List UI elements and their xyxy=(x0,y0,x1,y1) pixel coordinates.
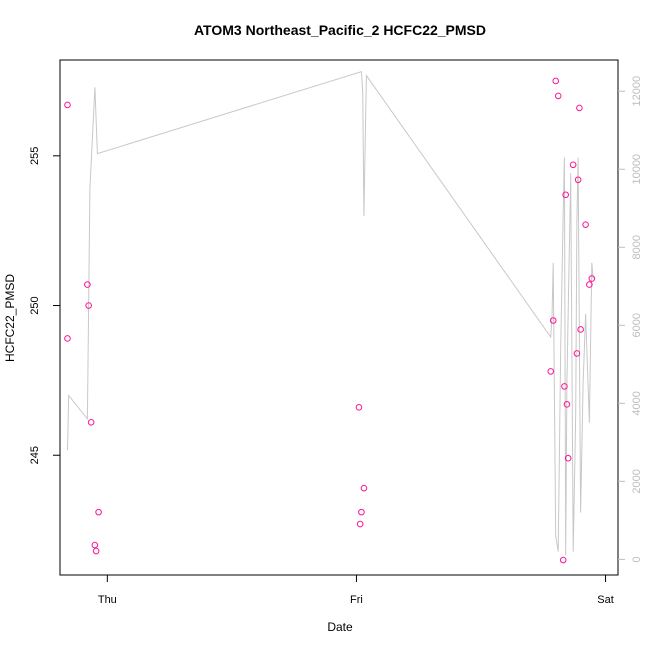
y-tick-label: 245 xyxy=(29,446,41,464)
plot-frame xyxy=(59,59,619,576)
x-axis: Thu Fri Sat xyxy=(98,575,614,606)
y2-tick-label: 0 xyxy=(631,556,643,562)
data-point xyxy=(559,556,567,564)
data-point xyxy=(573,350,581,357)
data-point xyxy=(358,508,365,516)
data-point xyxy=(563,401,571,408)
data-point xyxy=(554,92,562,100)
x-tick-label: Sat xyxy=(597,594,614,606)
data-point xyxy=(582,221,589,228)
data-point xyxy=(574,176,582,184)
data-point xyxy=(95,508,102,516)
x-axis-label: Date xyxy=(327,620,353,634)
data-point xyxy=(576,104,583,112)
y2-tick-label: 4000 xyxy=(631,391,643,415)
data-point xyxy=(91,541,99,549)
y2-tick-label: 12000 xyxy=(631,76,643,107)
data-point xyxy=(355,404,363,411)
point-series xyxy=(64,77,596,564)
data-point xyxy=(64,101,71,109)
chart-title: ATOM3 Northeast_Pacific_2 HCFC22_PMSD xyxy=(194,22,486,38)
data-point xyxy=(84,281,91,288)
y-tick-label: 250 xyxy=(29,296,41,314)
y2-tick-label: 6000 xyxy=(631,313,643,337)
y2-tick-label: 8000 xyxy=(631,235,643,259)
y2-tick-label: 10000 xyxy=(631,154,643,185)
y-tick-label: 255 xyxy=(29,147,41,165)
data-point xyxy=(549,317,557,324)
data-point xyxy=(92,547,100,555)
data-point xyxy=(569,161,577,169)
y2-tick-label: 2000 xyxy=(631,469,643,493)
data-point xyxy=(547,368,555,375)
line-series xyxy=(67,71,594,556)
data-point xyxy=(586,281,593,288)
data-point xyxy=(577,326,584,333)
x-tick-label: Fri xyxy=(350,594,363,606)
data-point xyxy=(561,383,568,390)
data-point xyxy=(360,484,368,492)
data-point xyxy=(588,275,596,282)
data-point xyxy=(356,520,364,528)
data-point xyxy=(562,191,569,199)
data-point xyxy=(564,454,572,462)
data-point xyxy=(85,302,92,309)
data-point xyxy=(64,335,71,342)
x-tick-label: Thu xyxy=(98,594,117,606)
y-axis-left: 245 250 255 xyxy=(29,147,60,464)
data-point xyxy=(552,77,560,85)
y-axis-label: HCFC22_PMSD xyxy=(3,274,17,362)
series-line xyxy=(67,71,594,556)
y-axis-right: 0 2000 4000 6000 8000 10000 12000 xyxy=(618,76,643,562)
data-point xyxy=(87,418,95,426)
